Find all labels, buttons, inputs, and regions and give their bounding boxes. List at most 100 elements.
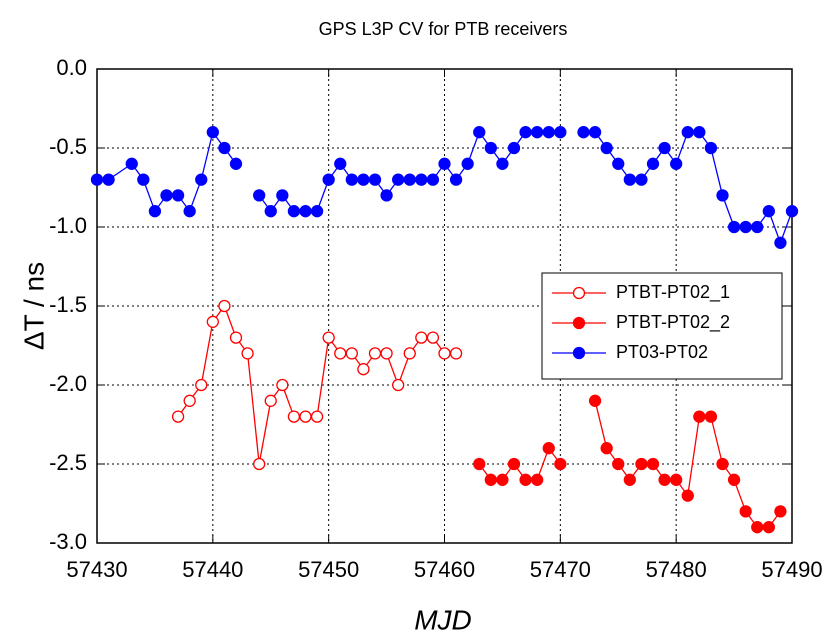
- legend: PTBT-PT02_1 PTBT-PT02_2 PT03-PT02: [541, 272, 783, 380]
- y-tick-label: -1.0: [49, 213, 87, 238]
- data-point: [531, 473, 544, 486]
- data-point: [704, 141, 718, 155]
- data-point: [438, 347, 451, 360]
- data-point: [704, 410, 718, 423]
- data-point: [322, 331, 335, 344]
- series-line: [478, 400, 781, 528]
- data-point: [577, 126, 590, 139]
- data-point: [403, 173, 416, 186]
- data-point: [241, 347, 254, 360]
- data-point: [693, 126, 706, 139]
- legend-label: PTBT-PT02_2: [616, 312, 730, 333]
- y-axis-label: ΔT / ns: [18, 262, 49, 350]
- data-point: [519, 126, 532, 139]
- data-point: [542, 442, 555, 455]
- data-point: [751, 521, 764, 534]
- data-point: [345, 173, 358, 186]
- data-point: [322, 173, 335, 186]
- data-point: [276, 189, 289, 202]
- series-line: [97, 130, 793, 245]
- data-point: [484, 141, 497, 155]
- data-point: [554, 126, 567, 139]
- data-point: [125, 157, 138, 170]
- legend-marker: [572, 346, 586, 360]
- data-point: [449, 347, 463, 360]
- data-point: [229, 157, 243, 170]
- data-point: [287, 410, 301, 423]
- y-tick-label: -2.0: [49, 371, 87, 396]
- data-point: [299, 410, 312, 423]
- data-point: [183, 394, 196, 407]
- data-point: [461, 157, 474, 170]
- data-point: [751, 220, 764, 234]
- data-point: [519, 473, 532, 486]
- data-point: [368, 347, 382, 360]
- data-point: [392, 378, 405, 392]
- data-point: [612, 157, 625, 170]
- data-point: [588, 126, 602, 139]
- data-point: [415, 331, 428, 344]
- x-tick-label: 57470: [530, 557, 591, 582]
- data-point: [727, 220, 741, 234]
- plot-frame: [96, 68, 793, 544]
- data-point: [276, 378, 289, 392]
- data-point: [171, 189, 185, 202]
- data-point: [171, 410, 185, 423]
- data-point: [449, 173, 463, 186]
- data-point: [727, 473, 741, 486]
- data-point: [310, 205, 324, 218]
- data-point: [334, 347, 347, 360]
- data-point: [380, 189, 393, 202]
- data-point: [658, 141, 671, 155]
- data-point: [681, 126, 694, 139]
- data-point: [392, 173, 405, 186]
- legend-label: PT03-PT02: [616, 342, 708, 362]
- data-point: [357, 363, 370, 376]
- data-point: [623, 473, 636, 486]
- data-point: [426, 331, 440, 344]
- data-point: [229, 331, 243, 344]
- data-point: [253, 457, 266, 471]
- x-tick-label: 57480: [646, 557, 707, 582]
- x-axis-label: MJD: [414, 604, 472, 635]
- data-point: [102, 173, 115, 186]
- y-tick-label: -0.5: [49, 134, 87, 159]
- data-point: [762, 521, 775, 534]
- data-point: [160, 189, 173, 202]
- y-tick-label: 0.0: [56, 55, 87, 80]
- data-point: [380, 347, 393, 360]
- data-point: [183, 205, 196, 218]
- data-point: [739, 220, 752, 234]
- data-point: [368, 173, 382, 186]
- data-point: [206, 126, 219, 139]
- data-point: [206, 315, 219, 328]
- data-point: [218, 299, 231, 313]
- data-point: [762, 205, 775, 218]
- data-point: [357, 173, 370, 186]
- data-point: [415, 173, 428, 186]
- x-tick-label: 57430: [66, 557, 127, 582]
- data-point: [90, 173, 104, 186]
- data-point: [345, 347, 358, 360]
- data-point: [218, 141, 231, 155]
- legend-marker: [572, 286, 586, 300]
- data-point: [739, 505, 752, 518]
- data-point: [287, 205, 301, 218]
- data-point: [299, 205, 312, 218]
- data-point: [681, 489, 694, 502]
- data-point: [612, 457, 625, 471]
- data-point: [693, 410, 706, 423]
- data-point: [716, 189, 729, 202]
- data-point: [148, 205, 162, 218]
- y-tick-label: -2.5: [49, 450, 87, 475]
- data-point: [137, 173, 150, 186]
- data-point: [507, 141, 521, 155]
- data-point: [623, 173, 636, 186]
- data-point: [334, 157, 347, 170]
- x-tick-label: 57490: [761, 557, 822, 582]
- y-tick-label: -3.0: [49, 529, 87, 554]
- data-point: [588, 394, 602, 407]
- data-point: [264, 394, 277, 407]
- data-point: [774, 505, 787, 518]
